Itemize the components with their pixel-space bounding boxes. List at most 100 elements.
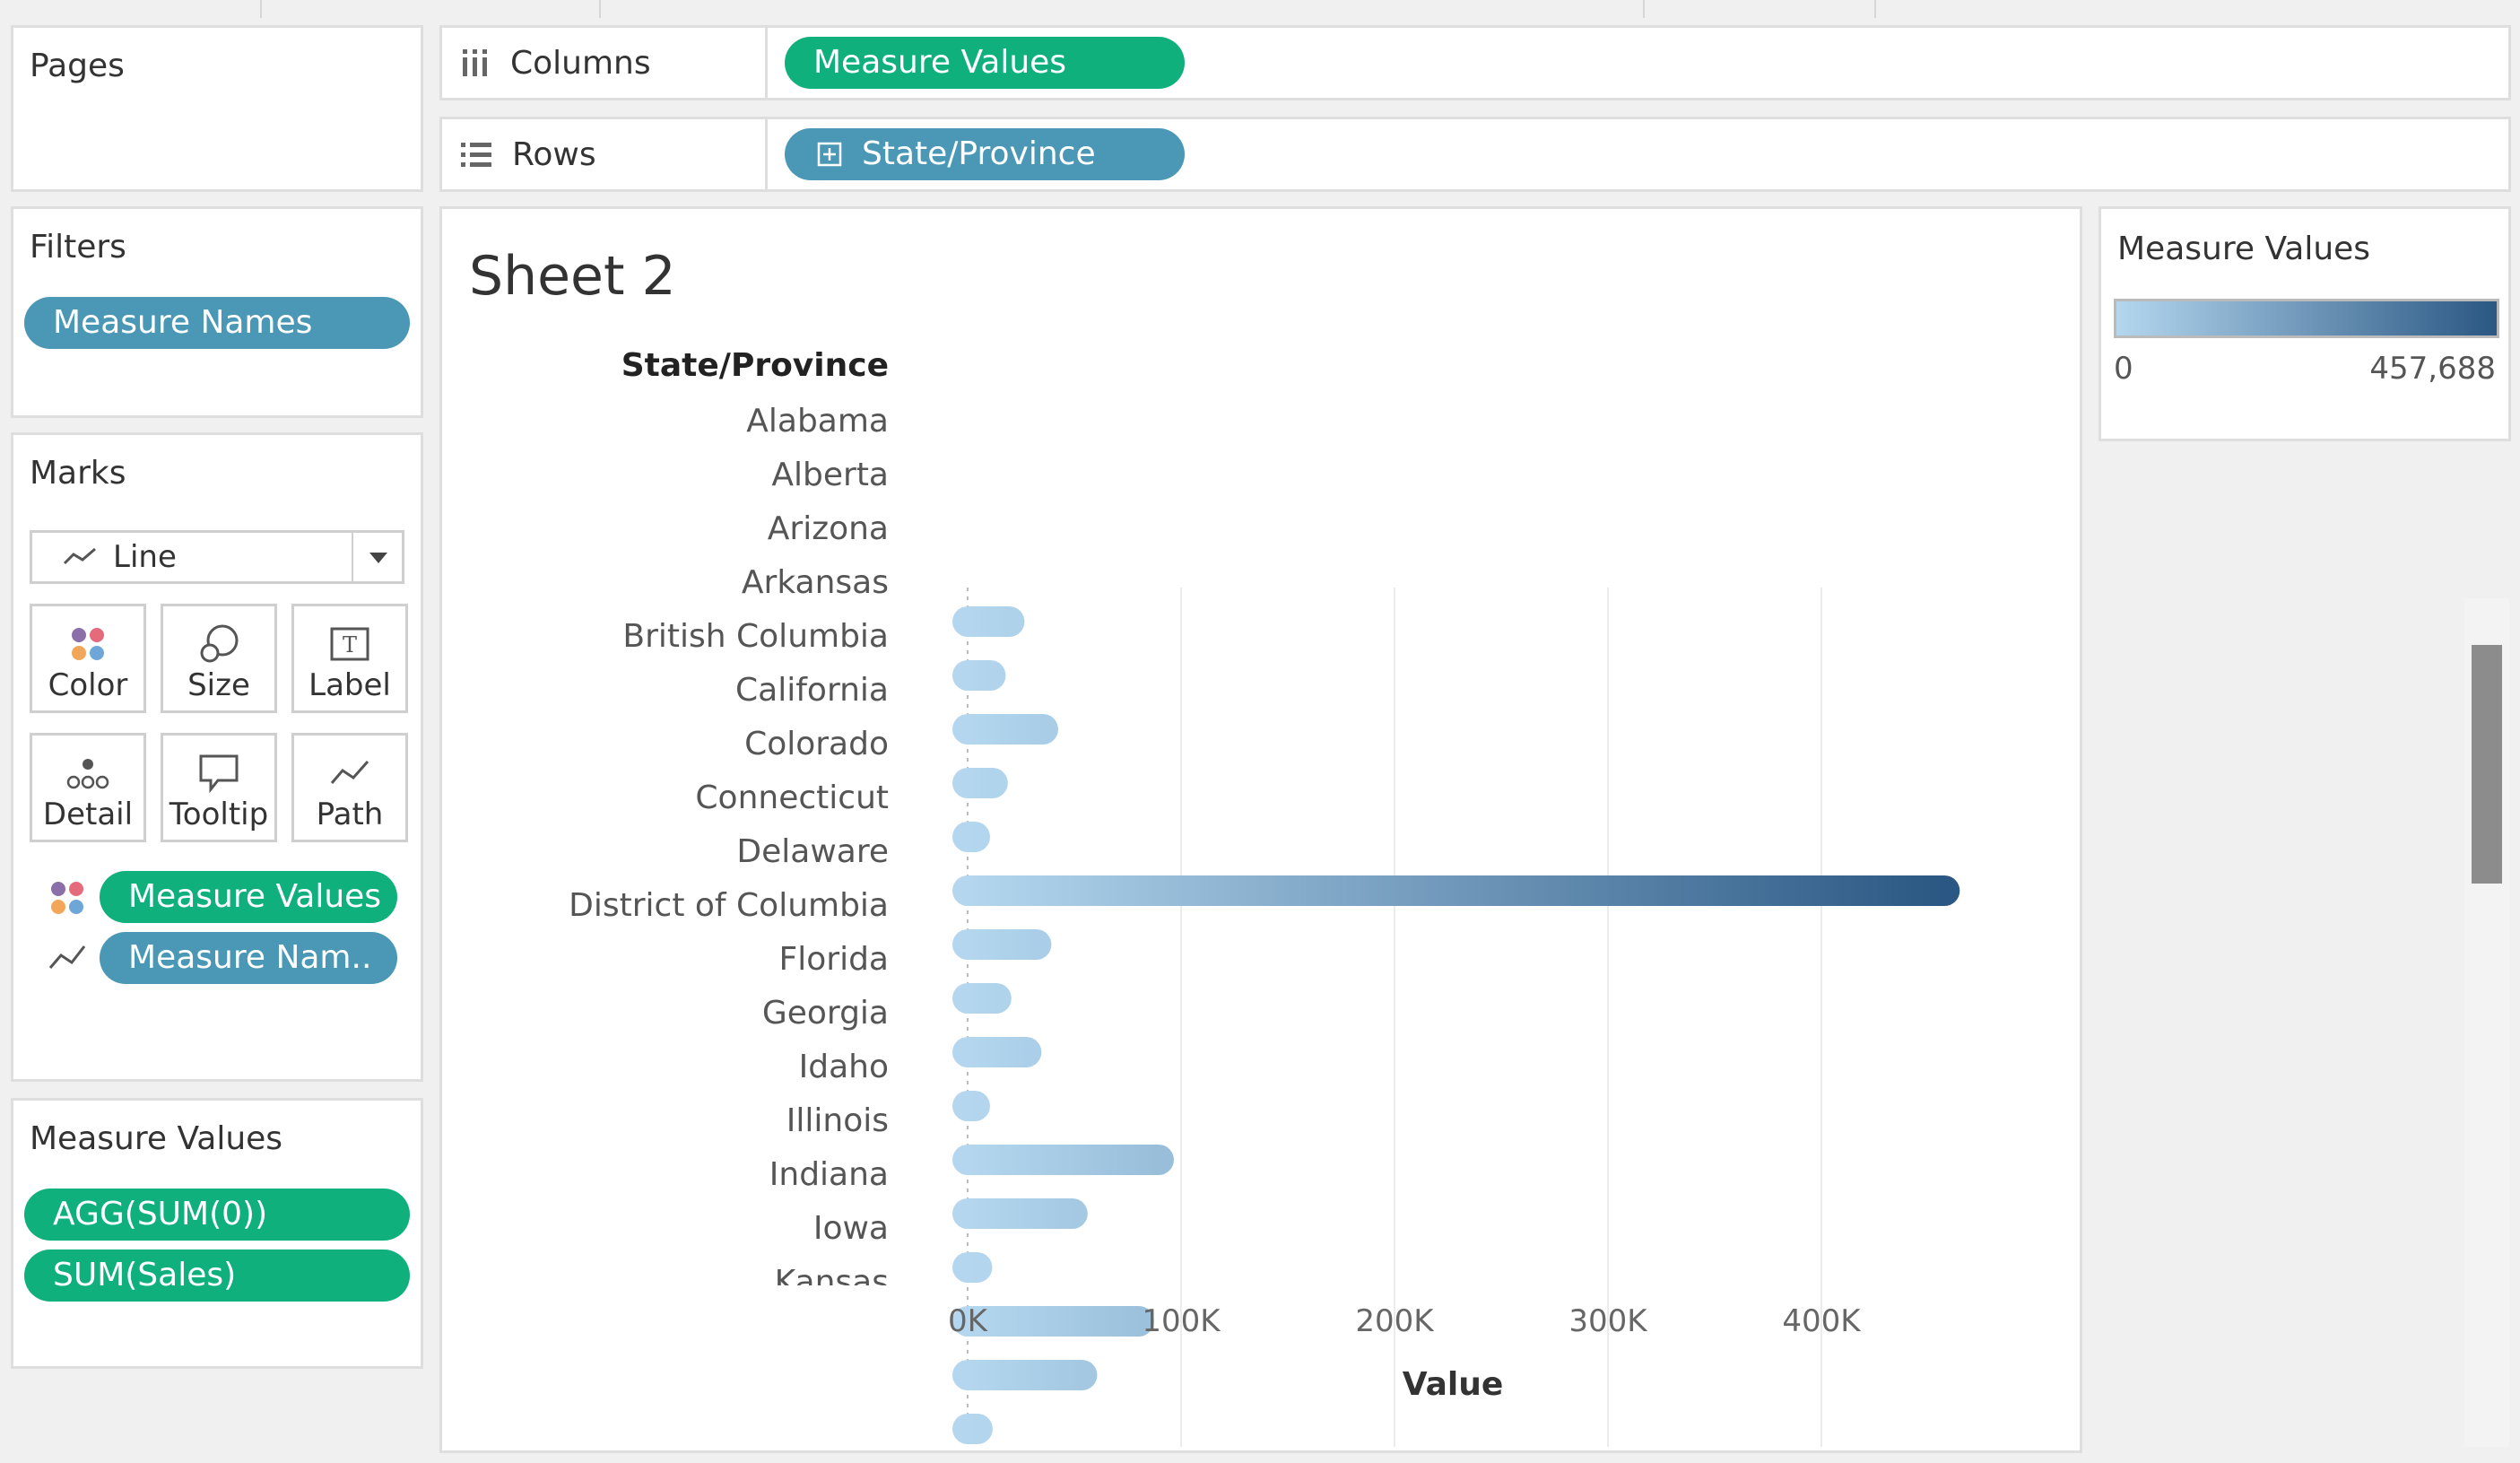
bar-alberta[interactable] bbox=[952, 660, 1006, 691]
path-button-label: Path bbox=[316, 797, 384, 832]
svg-text:T: T bbox=[343, 632, 357, 657]
row-header-title: State/Province bbox=[621, 347, 889, 384]
rows-pill-state-province[interactable]: State/Province bbox=[785, 128, 1185, 180]
size-button-label: Size bbox=[187, 667, 250, 703]
filters-card[interactable]: Filters Measure Names bbox=[11, 206, 423, 418]
pages-title: Pages bbox=[30, 48, 125, 84]
bar-illinois[interactable] bbox=[952, 1306, 1154, 1337]
row-label: Colorado bbox=[744, 726, 889, 762]
bar-delaware[interactable] bbox=[952, 1037, 1042, 1067]
bar-idaho[interactable] bbox=[952, 1252, 993, 1283]
row-label: Alberta bbox=[771, 457, 889, 493]
row-headers: State/Province Alabama Alberta Arizona Arka… bbox=[442, 209, 889, 1285]
measure-pill-agg-sum-0[interactable]: AGG(SUM(0)) bbox=[24, 1189, 410, 1241]
expand-plus-icon bbox=[817, 142, 842, 167]
bar-indiana[interactable] bbox=[952, 1360, 1098, 1390]
rows-shelf[interactable]: Rows State/Province bbox=[439, 117, 2511, 192]
marks-pill-measure-names[interactable]: Measure Nam.. bbox=[100, 932, 397, 984]
measure-values-card: Measure Values AGG(SUM(0)) SUM(Sales) bbox=[11, 1098, 423, 1369]
tooltip-button-label: Tooltip bbox=[169, 797, 269, 832]
rows-shelf-label: Rows bbox=[460, 119, 596, 189]
label-button[interactable]: T Label bbox=[291, 604, 408, 713]
gridlines bbox=[950, 588, 2016, 1447]
top-tab-strip bbox=[0, 0, 2520, 20]
filters-title: Filters bbox=[30, 229, 126, 266]
filter-pill-measure-names[interactable]: Measure Names bbox=[24, 297, 410, 349]
rows-icon bbox=[461, 143, 491, 167]
row-label: California bbox=[735, 672, 889, 709]
marks-pill-measure-values[interactable]: Measure Values bbox=[100, 871, 397, 923]
bar-british-columbia[interactable] bbox=[952, 822, 990, 852]
tab-divider bbox=[599, 0, 601, 18]
x-tick-label: 200K bbox=[1355, 1303, 1434, 1339]
row-label-clip: Alabama Alberta Arizona Arkansas British Col… bbox=[442, 396, 889, 1285]
color-dots-icon bbox=[51, 882, 83, 914]
tooltip-bubble-icon bbox=[199, 754, 239, 793]
row-label: Arizona bbox=[767, 510, 889, 547]
tooltip-button[interactable]: Tooltip bbox=[161, 733, 277, 842]
row-label: Georgia bbox=[761, 995, 889, 1032]
columns-icon bbox=[463, 49, 487, 76]
row-label: Delaware bbox=[736, 833, 889, 870]
row-label: Idaho bbox=[798, 1049, 889, 1085]
chevron-down-icon bbox=[369, 553, 387, 563]
row-label: Illinois bbox=[786, 1102, 889, 1139]
columns-label-text: Columns bbox=[510, 44, 651, 82]
shelf-divider bbox=[765, 119, 768, 189]
path-line-icon bbox=[330, 761, 369, 784]
rows-label-text: Rows bbox=[512, 135, 596, 173]
bar-florida[interactable] bbox=[952, 1145, 1174, 1175]
tab-divider bbox=[1874, 0, 1876, 18]
columns-pill-measure-values[interactable]: Measure Values bbox=[785, 37, 1185, 89]
color-dots-icon bbox=[72, 628, 104, 660]
label-text-icon: T bbox=[330, 627, 369, 661]
bar-arkansas[interactable] bbox=[952, 768, 1008, 798]
row-label: Indiana bbox=[769, 1156, 889, 1193]
bars bbox=[952, 606, 1960, 1444]
bar-alabama[interactable] bbox=[952, 606, 1025, 637]
tab-divider bbox=[260, 0, 262, 18]
color-button-label: Color bbox=[48, 667, 128, 703]
pages-card[interactable]: Pages bbox=[11, 25, 423, 192]
view-card: Sheet 2 State/Province Alabama Alberta Ari… bbox=[439, 206, 2509, 1453]
scrollbar-thumb[interactable] bbox=[2472, 645, 2502, 884]
dropdown-separator bbox=[352, 533, 353, 581]
bar-georgia[interactable] bbox=[952, 1198, 1088, 1229]
bar-iowa[interactable] bbox=[952, 1414, 993, 1444]
row-label: Florida bbox=[778, 941, 889, 978]
bar-california[interactable] bbox=[952, 875, 1960, 906]
mark-type-dropdown[interactable]: Line bbox=[30, 530, 404, 584]
sheet-title: Sheet 2 bbox=[469, 245, 676, 308]
rows-pill-label: State/Province bbox=[862, 135, 1096, 172]
x-tick-label: 300K bbox=[1568, 1303, 1647, 1339]
color-button[interactable]: Color bbox=[30, 604, 146, 713]
row-label: Iowa bbox=[812, 1210, 889, 1247]
tab-divider bbox=[1643, 0, 1645, 18]
bar-district-of-columbia[interactable] bbox=[952, 1091, 990, 1121]
legend-color-ramp bbox=[2114, 299, 2499, 338]
legend-title: Measure Values bbox=[2117, 231, 2371, 267]
legend-max-label: 457,688 bbox=[2369, 351, 2496, 387]
x-tick-label: 0K bbox=[948, 1303, 987, 1339]
marks-title: Marks bbox=[30, 455, 126, 492]
row-label: District of Columbia bbox=[569, 887, 889, 924]
label-button-label: Label bbox=[308, 667, 391, 703]
plot-background bbox=[950, 588, 2016, 1447]
bar-colorado[interactable] bbox=[952, 929, 1052, 960]
line-mark-icon bbox=[63, 547, 96, 565]
measure-pill-sum-sales[interactable]: SUM(Sales) bbox=[24, 1250, 410, 1302]
detail-button[interactable]: Detail bbox=[30, 733, 146, 842]
columns-shelf[interactable]: Columns Measure Values bbox=[439, 25, 2511, 100]
size-icon bbox=[200, 624, 239, 663]
shelf-divider bbox=[765, 28, 768, 98]
path-button[interactable]: Path bbox=[291, 733, 408, 842]
legend-min-label: 0 bbox=[2114, 351, 2133, 387]
bar-connecticut[interactable] bbox=[952, 983, 1012, 1014]
row-label: British Columbia bbox=[622, 618, 889, 655]
size-button[interactable]: Size bbox=[161, 604, 277, 713]
detail-dots-icon bbox=[66, 759, 109, 789]
detail-button-label: Detail bbox=[42, 797, 134, 832]
row-label-list: Alabama Alberta Arizona Arkansas British Col… bbox=[442, 209, 889, 1285]
color-legend-card[interactable]: Measure Values 0 457,688 bbox=[2099, 206, 2511, 441]
bar-arizona[interactable] bbox=[952, 714, 1058, 745]
